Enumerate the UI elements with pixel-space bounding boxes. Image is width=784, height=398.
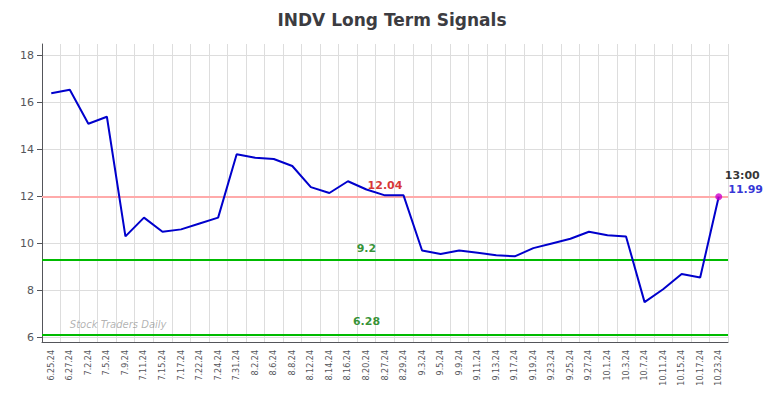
svg-text:18: 18	[20, 49, 34, 62]
svg-text:8.16.24: 8.16.24	[343, 350, 352, 381]
svg-text:9.27.24: 9.27.24	[584, 350, 593, 381]
svg-text:13:00: 13:00	[725, 169, 760, 182]
svg-text:9.3.24: 9.3.24	[418, 350, 427, 375]
svg-text:11.99: 11.99	[728, 183, 763, 196]
svg-text:7.11.24: 7.11.24	[139, 350, 148, 381]
svg-text:7.5.24: 7.5.24	[102, 350, 111, 375]
svg-text:9.2: 9.2	[357, 242, 377, 255]
svg-text:8: 8	[27, 284, 34, 297]
svg-text:8.8.24: 8.8.24	[288, 350, 297, 375]
svg-text:10.1.24: 10.1.24	[603, 350, 612, 381]
svg-text:Stock Traders Daily: Stock Traders Daily	[70, 319, 168, 330]
svg-text:9.5.24: 9.5.24	[436, 350, 445, 375]
svg-text:16: 16	[20, 96, 34, 109]
svg-text:7.17.24: 7.17.24	[177, 350, 186, 381]
svg-text:9.25.24: 9.25.24	[566, 350, 575, 381]
svg-text:6.27.24: 6.27.24	[65, 350, 74, 381]
svg-text:9.13.24: 9.13.24	[492, 350, 501, 381]
svg-text:INDV Long Term Signals: INDV Long Term Signals	[277, 10, 506, 30]
svg-text:7.9.24: 7.9.24	[121, 350, 130, 375]
svg-text:10.17.24: 10.17.24	[696, 350, 705, 386]
svg-text:9.17.24: 9.17.24	[510, 350, 519, 381]
svg-text:7.15.24: 7.15.24	[158, 350, 167, 381]
svg-text:8.27.24: 8.27.24	[381, 350, 390, 381]
svg-text:10.23.24: 10.23.24	[714, 350, 723, 386]
svg-text:8.29.24: 8.29.24	[399, 350, 408, 381]
svg-text:7.31.24: 7.31.24	[232, 350, 241, 381]
svg-text:10.15.24: 10.15.24	[677, 350, 686, 386]
svg-text:6.28: 6.28	[353, 315, 380, 328]
svg-text:9.9.24: 9.9.24	[455, 350, 464, 375]
svg-text:9.11.24: 9.11.24	[473, 350, 482, 381]
svg-text:6.25.24: 6.25.24	[47, 350, 56, 381]
svg-text:8.12.24: 8.12.24	[306, 350, 315, 381]
svg-text:7.24.24: 7.24.24	[214, 350, 223, 381]
svg-text:12: 12	[20, 190, 34, 203]
svg-text:10: 10	[20, 237, 34, 250]
svg-text:8.2.24: 8.2.24	[251, 350, 260, 375]
svg-text:10.11.24: 10.11.24	[659, 350, 668, 386]
svg-text:9.19.24: 9.19.24	[529, 350, 538, 381]
svg-text:14: 14	[20, 143, 34, 156]
svg-text:10.3.24: 10.3.24	[622, 350, 631, 381]
svg-text:10.7.24: 10.7.24	[640, 350, 649, 381]
svg-text:7.2.24: 7.2.24	[84, 350, 93, 375]
svg-text:9.23.24: 9.23.24	[547, 350, 556, 381]
svg-text:8.6.24: 8.6.24	[269, 350, 278, 375]
svg-text:8.14.24: 8.14.24	[325, 350, 334, 381]
svg-text:6: 6	[27, 331, 34, 344]
svg-text:8.20.24: 8.20.24	[362, 350, 371, 381]
svg-text:12.04: 12.04	[368, 179, 403, 192]
svg-text:7.22.24: 7.22.24	[195, 350, 204, 381]
